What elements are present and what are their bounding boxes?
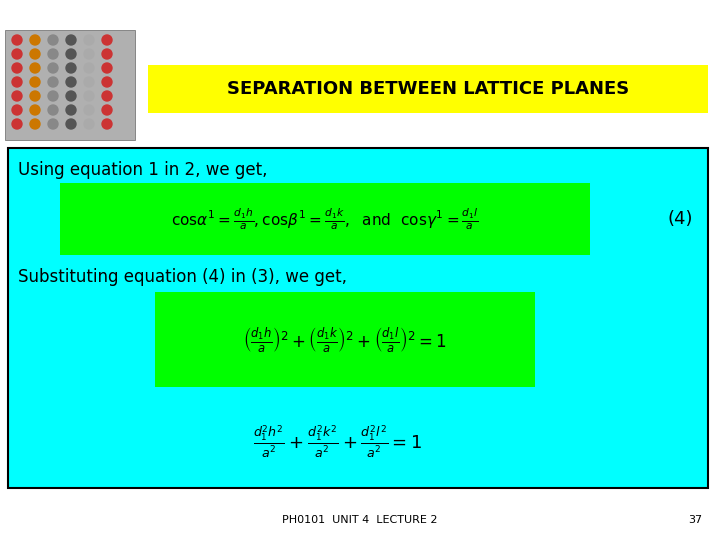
Circle shape <box>102 105 112 115</box>
FancyBboxPatch shape <box>8 148 708 488</box>
Circle shape <box>12 105 22 115</box>
Circle shape <box>48 63 58 73</box>
Text: SEPARATION BETWEEN LATTICE PLANES: SEPARATION BETWEEN LATTICE PLANES <box>227 80 629 98</box>
Text: PH0101  UNIT 4  LECTURE 2: PH0101 UNIT 4 LECTURE 2 <box>282 515 438 525</box>
Text: $\frac{d_1^{2} h^{2}}{a^{2}} + \frac{d_1^{2} k^{2}}{a^{2}} + \frac{d_1^{2} l^{2}: $\frac{d_1^{2} h^{2}}{a^{2}} + \frac{d_1… <box>253 423 423 461</box>
Circle shape <box>84 91 94 101</box>
Circle shape <box>12 91 22 101</box>
Circle shape <box>66 91 76 101</box>
Circle shape <box>66 63 76 73</box>
Circle shape <box>30 35 40 45</box>
Text: 37: 37 <box>688 515 702 525</box>
Circle shape <box>30 49 40 59</box>
Circle shape <box>102 91 112 101</box>
Circle shape <box>84 105 94 115</box>
Circle shape <box>30 77 40 87</box>
Circle shape <box>30 119 40 129</box>
FancyBboxPatch shape <box>5 30 135 140</box>
Circle shape <box>84 35 94 45</box>
Circle shape <box>66 119 76 129</box>
Text: $\mathrm{cos}\alpha^{1} = \frac{d_1 h}{a},\mathrm{cos}\beta^{1} = \frac{d_1 k}{a: $\mathrm{cos}\alpha^{1} = \frac{d_1 h}{a… <box>171 206 479 232</box>
Circle shape <box>48 105 58 115</box>
Circle shape <box>102 77 112 87</box>
Circle shape <box>84 119 94 129</box>
Circle shape <box>102 49 112 59</box>
FancyBboxPatch shape <box>60 183 590 255</box>
Circle shape <box>48 35 58 45</box>
Circle shape <box>12 77 22 87</box>
Text: Substituting equation (4) in (3), we get,: Substituting equation (4) in (3), we get… <box>18 268 347 286</box>
Circle shape <box>84 49 94 59</box>
Circle shape <box>30 105 40 115</box>
Circle shape <box>66 35 76 45</box>
Circle shape <box>66 105 76 115</box>
Circle shape <box>48 91 58 101</box>
Circle shape <box>66 49 76 59</box>
Circle shape <box>84 77 94 87</box>
Circle shape <box>12 63 22 73</box>
Circle shape <box>102 63 112 73</box>
Text: Using equation 1 in 2, we get,: Using equation 1 in 2, we get, <box>18 161 268 179</box>
Circle shape <box>48 77 58 87</box>
Circle shape <box>12 119 22 129</box>
Circle shape <box>30 91 40 101</box>
Circle shape <box>30 63 40 73</box>
Circle shape <box>66 77 76 87</box>
Circle shape <box>84 63 94 73</box>
Text: $\left(\frac{d_1 h}{a}\right)^{2} + \left(\frac{d_1 k}{a}\right)^{2} + \left(\fr: $\left(\frac{d_1 h}{a}\right)^{2} + \lef… <box>243 325 447 354</box>
Circle shape <box>12 49 22 59</box>
Circle shape <box>102 119 112 129</box>
Circle shape <box>12 35 22 45</box>
Circle shape <box>48 119 58 129</box>
FancyBboxPatch shape <box>155 292 535 387</box>
Circle shape <box>102 35 112 45</box>
Text: (4): (4) <box>667 210 693 228</box>
Circle shape <box>48 49 58 59</box>
FancyBboxPatch shape <box>148 65 708 113</box>
